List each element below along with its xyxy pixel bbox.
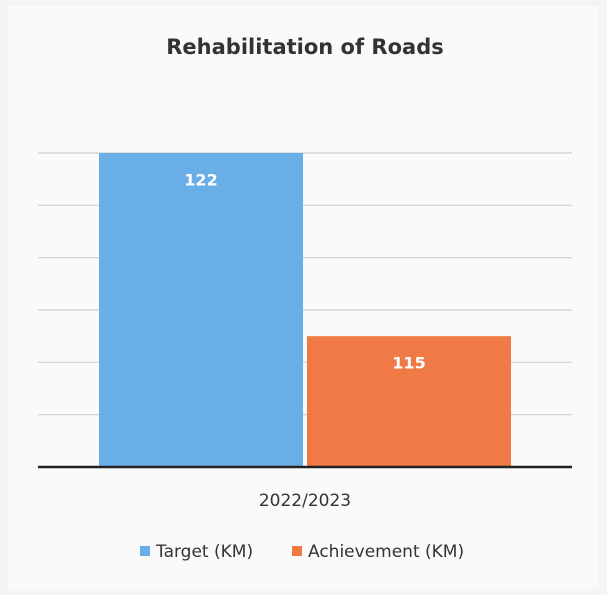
bar — [307, 336, 511, 467]
chart-title: Rehabilitation of Roads — [166, 35, 443, 59]
legend-label: Target (KM) — [155, 542, 253, 562]
bar — [99, 153, 303, 467]
legend-swatch — [292, 546, 302, 556]
data-label: 115 — [392, 354, 425, 373]
legend-label: Achievement (KM) — [308, 542, 464, 562]
data-label: 122 — [184, 171, 217, 190]
x-tick-label: 2022/2023 — [259, 491, 351, 511]
legend-swatch — [140, 546, 150, 556]
